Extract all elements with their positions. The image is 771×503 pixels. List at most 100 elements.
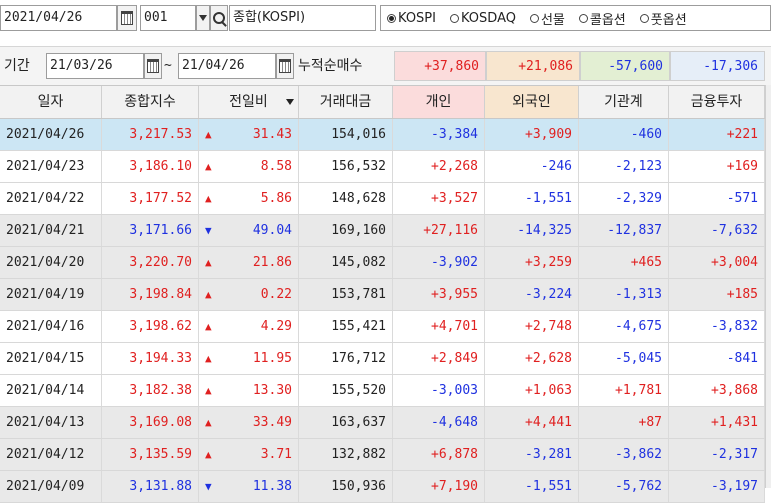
start-date-calendar-button[interactable] xyxy=(144,53,162,79)
market-radio-label: 풋옵션 xyxy=(650,12,687,28)
market-radio-1[interactable]: KOSDAQ xyxy=(449,10,516,26)
start-date-input[interactable]: 21/03/26 xyxy=(46,53,144,79)
row-date: 2021/04/26 xyxy=(0,119,102,150)
radio-button-icon[interactable] xyxy=(578,13,588,23)
row-financial: +221 xyxy=(669,119,765,150)
table-row[interactable]: 2021/04/13 3,169.08 ▲ 33.49 163,637 -4,648 +4,… xyxy=(0,407,765,439)
row-date: 2021/04/14 xyxy=(0,375,102,406)
row-foreign: +4,441 xyxy=(485,407,579,438)
radio-button-icon[interactable] xyxy=(387,13,396,23)
up-arrow-icon: ▲ xyxy=(205,192,212,205)
row-date: 2021/04/21 xyxy=(0,215,102,246)
row-composite-index: 3,220.70 xyxy=(102,247,199,278)
market-radio-label: KOSDAQ xyxy=(460,10,516,26)
row-foreign: -14,325 xyxy=(485,215,579,246)
row-date: 2021/04/12 xyxy=(0,439,102,470)
table-row[interactable]: 2021/04/20 3,220.70 ▲ 21.86 145,082 -3,902 +3,… xyxy=(0,247,765,279)
market-investor-window: 2021/04/26 001 종합(KOSPI) KOSPI KOSDAQ 선물 콜옵… xyxy=(0,0,771,488)
table-row[interactable]: 2021/04/09 3,131.88 ▼ 11.38 150,936 +7,190 -1,… xyxy=(0,471,765,503)
table-row[interactable]: 2021/04/19 3,198.84 ▲ 0.22 153,781 +3,955 -3,2… xyxy=(0,279,765,311)
sum-financial: -17,306 xyxy=(670,51,765,81)
code-input[interactable]: 001 xyxy=(140,5,196,31)
date-input[interactable]: 2021/04/26 xyxy=(0,5,117,31)
header-individual[interactable]: 개인 xyxy=(393,86,485,118)
table-row[interactable]: 2021/04/12 3,135.59 ▲ 3.71 132,882 +6,878 -3,2… xyxy=(0,439,765,471)
row-trading-value: 169,160 xyxy=(299,215,393,246)
row-foreign: -246 xyxy=(485,151,579,182)
row-change-value: 21.86 xyxy=(252,255,292,270)
radio-button-icon[interactable] xyxy=(449,13,459,23)
market-radio-0[interactable]: KOSPI xyxy=(387,11,436,26)
row-trading-value: 163,637 xyxy=(299,407,393,438)
row-change-value: 3.71 xyxy=(260,447,292,462)
sum-institution: -57,600 xyxy=(580,51,670,81)
market-radio-2[interactable]: 선물 xyxy=(529,9,565,28)
row-change-value: 13.30 xyxy=(252,383,292,398)
code-dropdown-button[interactable] xyxy=(196,5,210,31)
radio-button-icon[interactable] xyxy=(639,13,649,23)
row-change: ▲ 33.49 xyxy=(199,407,299,438)
table-row[interactable]: 2021/04/15 3,194.33 ▲ 11.95 176,712 +2,849 +2,… xyxy=(0,343,765,375)
row-composite-index: 3,217.53 xyxy=(102,119,199,150)
row-date: 2021/04/19 xyxy=(0,279,102,310)
table-row[interactable]: 2021/04/14 3,182.38 ▲ 13.30 155,520 -3,003 +1,… xyxy=(0,375,765,407)
end-date-calendar-button[interactable] xyxy=(276,53,294,79)
row-institution: -5,045 xyxy=(579,343,669,374)
header-institution[interactable]: 기관계 xyxy=(579,86,669,118)
code-search-button[interactable] xyxy=(210,5,228,31)
table-row[interactable]: 2021/04/16 3,198.62 ▲ 4.29 155,421 +4,701 +2,7… xyxy=(0,311,765,343)
row-individual: +2,268 xyxy=(393,151,485,182)
table-row[interactable]: 2021/04/23 3,186.10 ▲ 8.58 156,532 +2,268 -246… xyxy=(0,151,765,183)
table-row[interactable]: 2021/04/22 3,177.52 ▲ 5.86 148,628 +3,527 -1,5… xyxy=(0,183,765,215)
row-change-value: 5.86 xyxy=(260,191,292,206)
sort-arrow-icon[interactable] xyxy=(286,99,294,105)
up-arrow-icon: ▲ xyxy=(205,288,212,301)
row-trading-value: 150,936 xyxy=(299,471,393,502)
market-radio-group: KOSPI KOSDAQ 선물 콜옵션 풋옵션 xyxy=(380,5,771,31)
table-row[interactable]: 2021/04/21 3,171.66 ▼ 49.04 169,160 +27,116 -1… xyxy=(0,215,765,247)
header-change-label: 전일비 xyxy=(229,94,268,110)
row-foreign: +3,909 xyxy=(485,119,579,150)
row-date: 2021/04/16 xyxy=(0,311,102,342)
radio-button-icon[interactable] xyxy=(529,13,539,23)
toolbar: 2021/04/26 001 종합(KOSPI) KOSPI KOSDAQ 선물 콜옵… xyxy=(0,0,771,38)
row-change: ▲ 4.29 xyxy=(199,311,299,342)
end-date-input[interactable]: 21/04/26 xyxy=(178,53,276,79)
row-foreign: -1,551 xyxy=(485,183,579,214)
row-change: ▲ 31.43 xyxy=(199,119,299,150)
up-arrow-icon: ▲ xyxy=(205,256,212,269)
up-arrow-icon: ▲ xyxy=(205,128,212,141)
header-foreign[interactable]: 외국인 xyxy=(485,86,579,118)
row-composite-index: 3,177.52 xyxy=(102,183,199,214)
row-trading-value: 176,712 xyxy=(299,343,393,374)
header-composite-index[interactable]: 종합지수 xyxy=(102,86,199,118)
header-financial[interactable]: 금융투자 xyxy=(669,86,765,118)
row-financial: -571 xyxy=(669,183,765,214)
row-financial: +1,431 xyxy=(669,407,765,438)
header-change[interactable]: 전일비 xyxy=(199,86,299,118)
row-foreign: -3,224 xyxy=(485,279,579,310)
up-arrow-icon: ▲ xyxy=(205,416,212,429)
row-foreign: +2,748 xyxy=(485,311,579,342)
row-composite-index: 3,135.59 xyxy=(102,439,199,470)
date-calendar-button[interactable] xyxy=(117,5,137,31)
row-trading-value: 145,082 xyxy=(299,247,393,278)
row-financial: +185 xyxy=(669,279,765,310)
table-body: 2021/04/26 3,217.53 ▲ 31.43 154,016 -3,384 +3,… xyxy=(0,119,765,503)
row-trading-value: 154,016 xyxy=(299,119,393,150)
index-name-field: 종합(KOSPI) xyxy=(229,5,376,31)
table-header: 일자 종합지수 전일비 거래대금 개인 외국인 기관계 금융투자 xyxy=(0,85,765,119)
row-composite-index: 3,194.33 xyxy=(102,343,199,374)
row-financial: -2,317 xyxy=(669,439,765,470)
market-radio-4[interactable]: 풋옵션 xyxy=(639,9,687,28)
market-radio-3[interactable]: 콜옵션 xyxy=(578,9,626,28)
row-foreign: +3,259 xyxy=(485,247,579,278)
cumulative-net-buy-label: 누적순매수 xyxy=(298,58,363,74)
header-date[interactable]: 일자 xyxy=(0,86,102,118)
up-arrow-icon: ▲ xyxy=(205,320,212,333)
table-row[interactable]: 2021/04/26 3,217.53 ▲ 31.43 154,016 -3,384 +3,… xyxy=(0,119,765,151)
header-trading-value[interactable]: 거래대금 xyxy=(299,86,393,118)
vertical-scrollbar[interactable] xyxy=(765,85,771,488)
search-icon xyxy=(213,12,225,24)
row-trading-value: 153,781 xyxy=(299,279,393,310)
